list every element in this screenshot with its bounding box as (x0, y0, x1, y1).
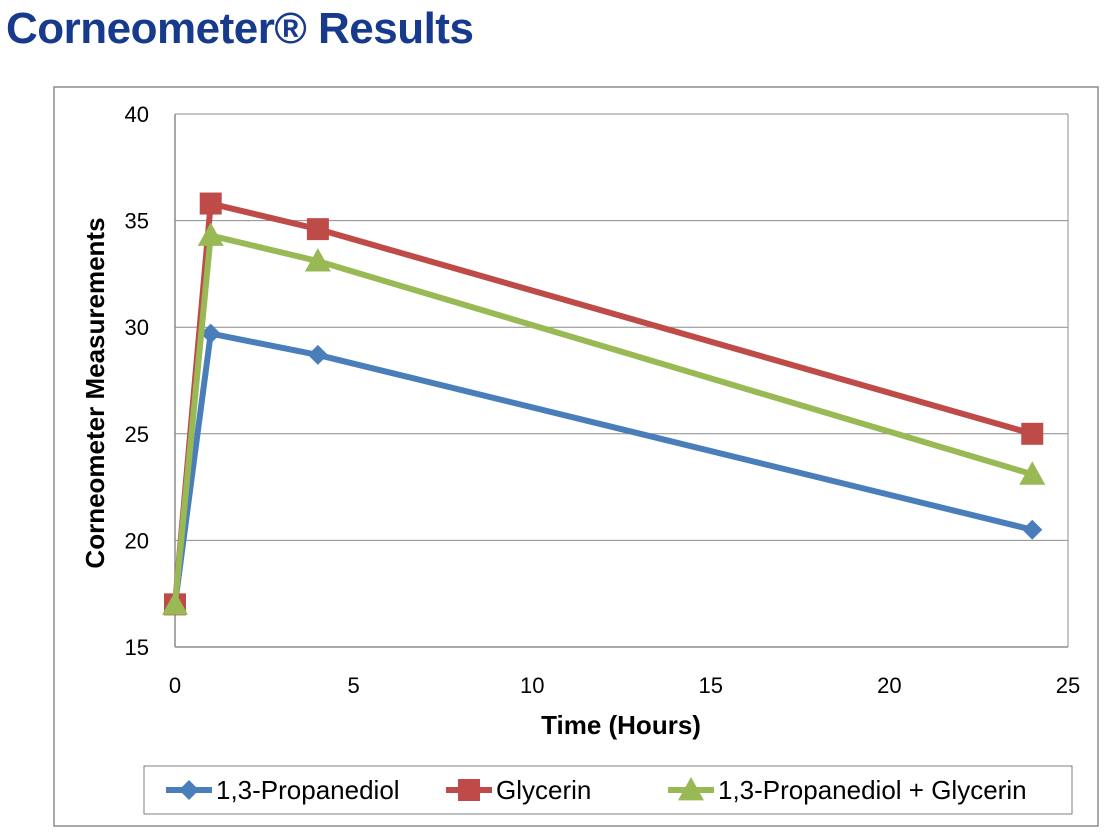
legend-entry-0: 1,3-Propanediol (166, 775, 400, 805)
data-point (1022, 519, 1043, 540)
tick-labels: 15 20 25 30 35 40 0 5 10 15 20 25 (125, 102, 1081, 698)
data-point (200, 323, 221, 344)
x-tick-label: 25 (1056, 673, 1080, 698)
data-point (307, 344, 328, 365)
legend-entry-1: Glycerin (446, 775, 591, 805)
y-tick-label: 20 (125, 528, 149, 553)
y-axis-title: Corneometer Measurements (80, 217, 110, 568)
series (162, 192, 1046, 616)
data-point (1021, 422, 1044, 445)
legend-label: 1,3-Propanediol (216, 775, 400, 805)
data-point (199, 192, 222, 215)
data-point (306, 218, 329, 241)
legend-box (143, 765, 1073, 815)
data-point (304, 248, 331, 272)
y-tick-label: 30 (125, 315, 149, 340)
x-tick-label: 0 (169, 673, 181, 698)
legend-entry-2: 1,3-Propanediol + Glycerin (668, 775, 1027, 805)
y-tick-label: 35 (125, 209, 149, 234)
legend-label: Glycerin (496, 775, 591, 805)
x-tick-label: 5 (347, 673, 359, 698)
data-point (162, 591, 188, 615)
series-line (172, 330, 1033, 605)
series-line (172, 232, 1034, 605)
slide-title: Corneometer® Results (6, 4, 474, 53)
gridlines (175, 113, 1069, 648)
axes (174, 114, 1068, 648)
legend-swatch-marker (458, 779, 480, 801)
y-tick-label: 25 (125, 422, 149, 447)
x-tick-label: 10 (520, 673, 544, 698)
x-tick-label: 20 (877, 673, 901, 698)
legend: 1,3-Propanediol Glycerin 1,3-Propanediol +… (166, 775, 1027, 805)
x-axis-title: Time (Hours) (541, 710, 701, 740)
data-point (1019, 461, 1046, 485)
legend-swatch-marker (678, 777, 704, 801)
series-2 (162, 222, 1046, 615)
y-tick-label: 40 (125, 102, 149, 127)
data-point (197, 222, 224, 246)
x-tick-label: 15 (699, 673, 723, 698)
legend-label: 1,3-Propanediol + Glycerin (718, 775, 1027, 805)
legend-swatch-marker (179, 780, 199, 800)
y-tick-label: 15 (125, 635, 149, 660)
